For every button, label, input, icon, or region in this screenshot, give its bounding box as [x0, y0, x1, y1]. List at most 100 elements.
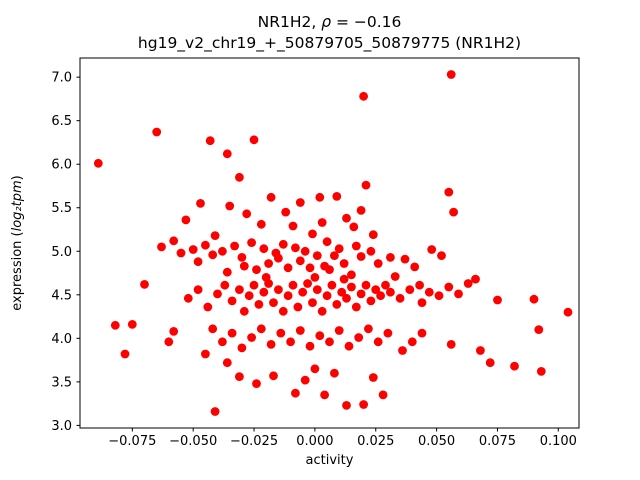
scatter-point	[254, 300, 264, 309]
scatter-point	[344, 341, 354, 351]
scatter-point	[295, 326, 305, 335]
title-correlation-value: = −0.16	[331, 13, 401, 31]
scatter-point	[249, 280, 259, 290]
scatter-point	[315, 192, 325, 202]
scatter-point	[222, 358, 232, 368]
y-tick-label: 5.5	[51, 201, 72, 216]
scatter-point	[424, 287, 434, 297]
scatter-point	[169, 327, 179, 336]
scatter-point	[407, 337, 417, 347]
scatter-point	[256, 219, 266, 229]
scatter-point	[563, 307, 573, 317]
y-label-math: log₂tpm	[10, 180, 25, 231]
scatter-point	[342, 401, 351, 410]
scatter-point	[210, 231, 220, 241]
scatter-point	[110, 320, 120, 330]
scatter-point	[120, 349, 130, 359]
scatter-point	[332, 300, 342, 309]
scatter-point	[264, 259, 273, 268]
x-tick-label: −0.025	[230, 434, 278, 449]
scatter-point	[276, 328, 286, 338]
scatter-point	[203, 302, 213, 312]
scatter-point	[288, 221, 298, 231]
scatter-point	[449, 207, 458, 217]
scatter-point	[405, 285, 415, 294]
scatter-point	[395, 293, 405, 303]
scatter-point	[386, 253, 395, 262]
scatter-point	[298, 287, 308, 297]
scatter-point	[176, 248, 186, 258]
scatter-point	[356, 206, 366, 215]
scatter-point	[378, 390, 388, 400]
scatter-point	[339, 259, 349, 268]
scatter-point	[315, 331, 325, 341]
scatter-point	[225, 201, 235, 211]
x-tick-label: 0.100	[540, 434, 577, 449]
scatter-point	[330, 368, 339, 378]
scatter-point	[227, 328, 237, 338]
scatter-point	[317, 306, 327, 316]
scatter-point	[293, 302, 303, 312]
scatter-point	[339, 274, 349, 284]
scatter-point	[463, 279, 473, 288]
scatter-point	[288, 280, 298, 290]
scatter-point	[337, 287, 347, 297]
scatter-point	[351, 241, 361, 251]
scatter-point	[127, 320, 137, 329]
scatter-point	[493, 295, 502, 305]
scatter-point	[218, 246, 227, 256]
scatter-point	[303, 279, 312, 288]
scatter-point	[278, 306, 288, 316]
y-label-suffix: )	[10, 175, 25, 180]
scatter-point	[332, 192, 342, 201]
scatter-point	[227, 296, 237, 306]
scatter-point	[330, 251, 339, 260]
scatter-point	[242, 209, 252, 219]
y-tick-label: 5.0	[51, 245, 72, 260]
scatter-point	[305, 341, 315, 351]
scatter-point	[247, 238, 256, 248]
scatter-point	[351, 302, 361, 312]
y-axis-label: expression (log₂tpm)	[10, 175, 25, 310]
chart-title-line1: NR1H2, ρ = −0.16	[258, 13, 402, 31]
scatter-point	[434, 291, 444, 301]
scatter-point	[259, 287, 269, 297]
scatter-point	[208, 324, 218, 334]
scatter-point	[417, 298, 427, 307]
scatter-point	[239, 261, 249, 271]
scatter-point	[361, 280, 371, 290]
scatter-point	[252, 379, 261, 388]
scatter-point	[235, 372, 244, 381]
scatter-point	[334, 326, 344, 335]
scatter-point	[259, 244, 269, 254]
scatter-point	[169, 236, 179, 246]
scatter-point	[152, 127, 162, 137]
scatter-point	[366, 296, 376, 306]
scatter-point	[278, 239, 288, 249]
scatter-point	[325, 337, 334, 347]
scatter-point	[295, 256, 305, 266]
scatter-point	[308, 298, 317, 307]
scatter-point	[196, 199, 205, 208]
scatter-point	[347, 270, 356, 280]
scatter-point	[269, 298, 278, 307]
scatter-point	[410, 262, 420, 272]
scatter-point	[286, 337, 295, 347]
scatter-point	[230, 241, 240, 251]
scatter-point	[256, 324, 266, 334]
chart-title-line2: hg19_v2_chr19_+_50879705_50879775 (NR1H2…	[138, 34, 521, 53]
scatter-point	[444, 282, 454, 292]
scatter-point	[534, 325, 544, 334]
scatter-point	[427, 245, 437, 254]
scatter-point	[237, 253, 247, 262]
scatter-point	[417, 328, 427, 338]
scatter-point	[181, 215, 191, 225]
scatter-point	[249, 135, 259, 145]
scatter-point	[471, 274, 480, 284]
scatter-point	[364, 324, 373, 334]
scatter-point	[201, 240, 210, 250]
scatter-point	[208, 250, 218, 260]
scatter-point	[235, 285, 244, 294]
scatter-point	[485, 358, 495, 368]
y-tick-label: 4.0	[51, 332, 72, 347]
